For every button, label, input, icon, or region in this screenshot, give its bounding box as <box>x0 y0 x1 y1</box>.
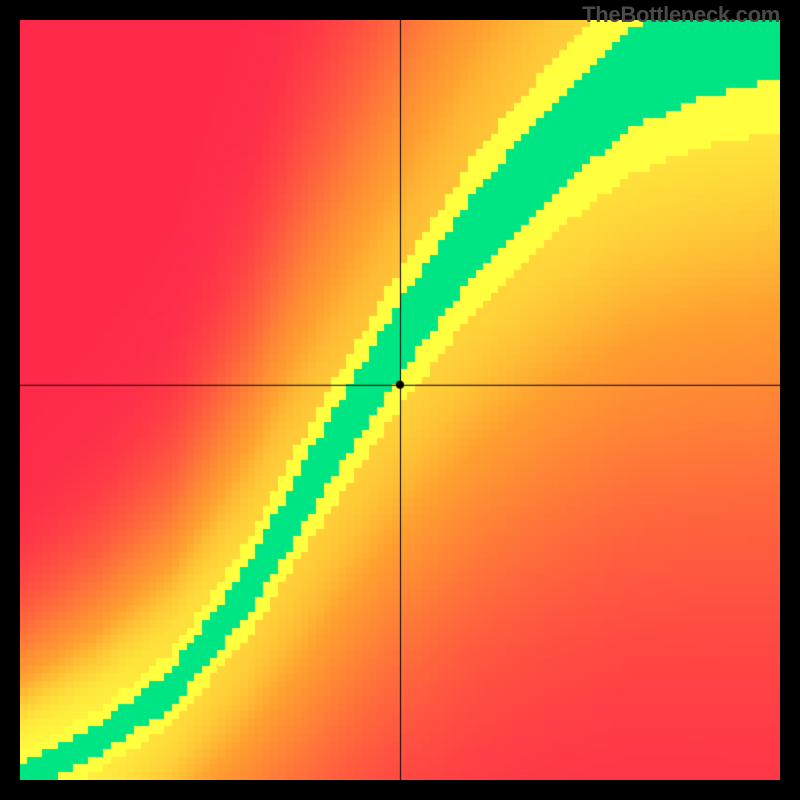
chart-frame: TheBottleneck.com <box>0 0 800 800</box>
watermark-text: TheBottleneck.com <box>582 2 780 28</box>
bottleneck-heatmap <box>20 20 780 780</box>
